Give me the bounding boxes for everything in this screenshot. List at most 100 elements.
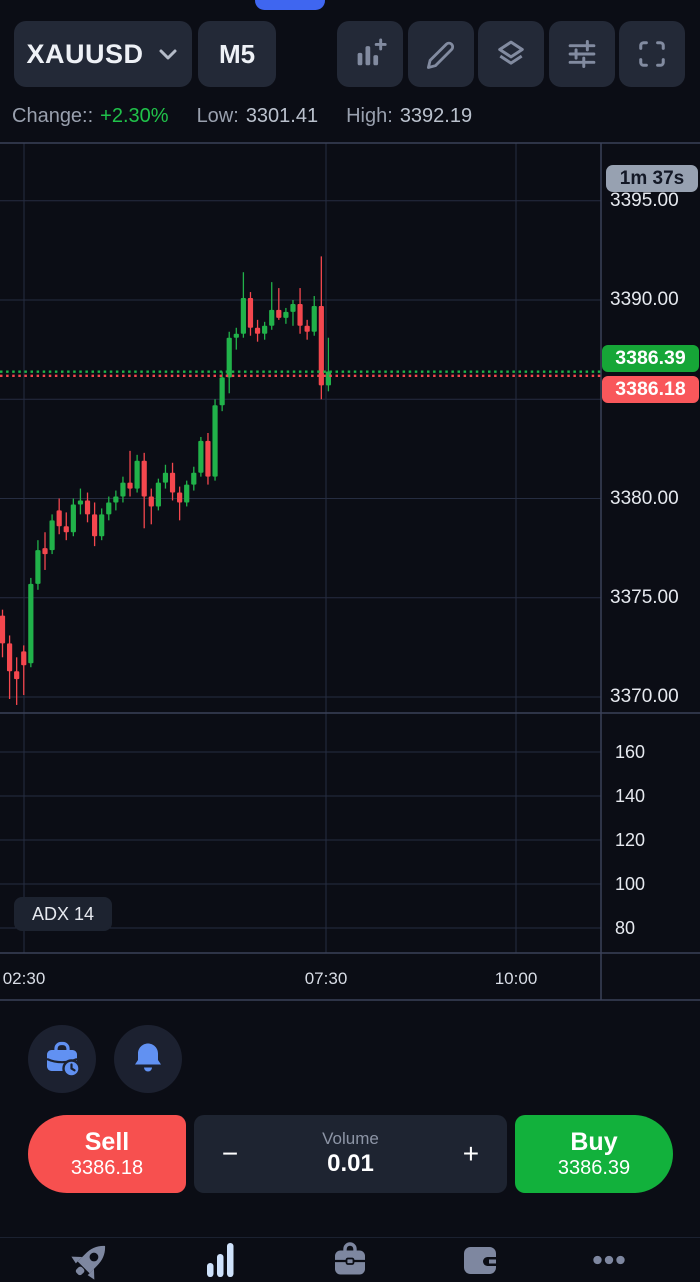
price-axis-label: 3380.00: [610, 487, 679, 509]
change-value: +2.30%: [100, 105, 169, 127]
candle-countdown-badge: 1m 37s: [606, 165, 698, 192]
top-notch-indicator: [255, 0, 325, 10]
candle: [92, 514, 98, 537]
bar-chart-plus-icon: [352, 36, 388, 72]
buy-label: Buy: [570, 1128, 618, 1157]
candle: [262, 325, 268, 334]
indicator-legend-badge[interactable]: ADX 14: [14, 897, 112, 931]
candle: [77, 500, 84, 505]
candle: [14, 671, 20, 680]
time-axis-label: 02:30: [2, 969, 46, 988]
candle: [205, 440, 211, 477]
nav-wallet-tab[interactable]: [450, 1238, 510, 1282]
sell-price: 3386.18: [70, 1156, 144, 1179]
candle: [247, 298, 254, 328]
candle: [134, 460, 140, 489]
briefcase-icon: [328, 1238, 372, 1282]
nav-more-tab[interactable]: [579, 1238, 639, 1282]
candle: [254, 327, 261, 334]
candle: [233, 333, 239, 338]
nav-boost-tab[interactable]: [61, 1238, 121, 1282]
wallet-icon: [458, 1238, 502, 1282]
candle: [269, 309, 275, 326]
change-label: Change::: [12, 105, 94, 127]
candle: [70, 504, 76, 533]
price-axis-label: 3375.00: [610, 586, 679, 608]
timeframe-label: M5: [218, 38, 256, 69]
volume-increase-button[interactable]: +: [462, 1138, 480, 1169]
volume-stepper: − Volume 0.01 +: [194, 1115, 507, 1193]
indicators-button[interactable]: [337, 21, 403, 87]
ellipsis-icon: [586, 1237, 632, 1282]
candle: [106, 502, 112, 515]
symbol-label: XAUUSD: [26, 38, 144, 69]
candle: [169, 472, 176, 493]
candle: [113, 496, 119, 503]
bottom-navigation: [0, 1237, 700, 1282]
indicator-axis-label: 120: [615, 830, 646, 850]
price-axis-label: 3395.00: [610, 189, 679, 211]
price-axis-label: 3370.00: [610, 686, 679, 707]
symbol-stats-row: Change:: +2.30% Low: 3301.41 High: 3392.…: [12, 105, 472, 128]
candle: [148, 496, 154, 507]
timeframe-button[interactable]: M5: [198, 21, 276, 87]
candle: [226, 337, 232, 378]
candle: [155, 482, 161, 507]
high-label: High:: [346, 105, 393, 127]
rocket-icon: [68, 1237, 114, 1282]
candle: [21, 651, 27, 666]
price-axis-label: 3390.00: [610, 289, 679, 310]
volume-value[interactable]: 0.01: [327, 1149, 374, 1177]
candle: [311, 305, 317, 332]
bar-chart-icon: [198, 1238, 242, 1282]
candle: [212, 405, 218, 477]
indicator-axis-label: 100: [615, 874, 646, 894]
buy-price: 3386.39: [557, 1156, 631, 1179]
candle: [177, 492, 183, 503]
candle: [304, 325, 310, 332]
indicator-axis-label: 140: [615, 786, 646, 806]
candle: [198, 440, 204, 473]
ask-price-badge: 3386.39: [602, 345, 699, 372]
candle: [162, 472, 169, 483]
candle: [120, 482, 126, 497]
nav-portfolio-tab[interactable]: [320, 1238, 380, 1282]
sell-button[interactable]: Sell 3386.18: [28, 1115, 186, 1193]
chart-settings-button[interactable]: [549, 21, 615, 87]
low-value: 3301.41: [245, 105, 319, 127]
layers-button[interactable]: [478, 21, 544, 87]
candle: [127, 482, 133, 489]
candle: [49, 520, 55, 551]
candle: [276, 309, 282, 318]
candle: [325, 371, 332, 386]
orders-history-button[interactable]: [28, 1025, 96, 1093]
buy-button[interactable]: Buy 3386.39: [515, 1115, 673, 1193]
candle: [84, 500, 91, 515]
candle: [63, 526, 69, 533]
low-label: Low:: [196, 105, 239, 127]
candle: [6, 643, 13, 672]
candle: [191, 472, 197, 485]
candle: [141, 460, 147, 497]
alerts-button[interactable]: [114, 1025, 182, 1093]
time-axis-label: 07:30: [304, 969, 348, 988]
candle: [219, 377, 225, 406]
time-axis-label: 10:00: [494, 969, 538, 988]
drawing-tools-button[interactable]: [408, 21, 474, 87]
candle: [0, 615, 6, 644]
fullscreen-button[interactable]: [619, 21, 685, 87]
symbol-selector-button[interactable]: XAUUSD: [14, 21, 192, 87]
bell-icon: [127, 1038, 169, 1080]
nav-trade-tab-active[interactable]: [190, 1238, 250, 1282]
sell-label: Sell: [84, 1128, 130, 1157]
layers-icon: [492, 35, 530, 73]
candle: [297, 303, 303, 326]
high-value: 3392.19: [399, 105, 473, 127]
sliders-icon: [563, 35, 601, 73]
pencil-icon: [423, 36, 459, 72]
volume-decrease-button[interactable]: −: [221, 1138, 239, 1169]
chevron-down-icon: [156, 42, 180, 66]
candle: [42, 548, 48, 555]
